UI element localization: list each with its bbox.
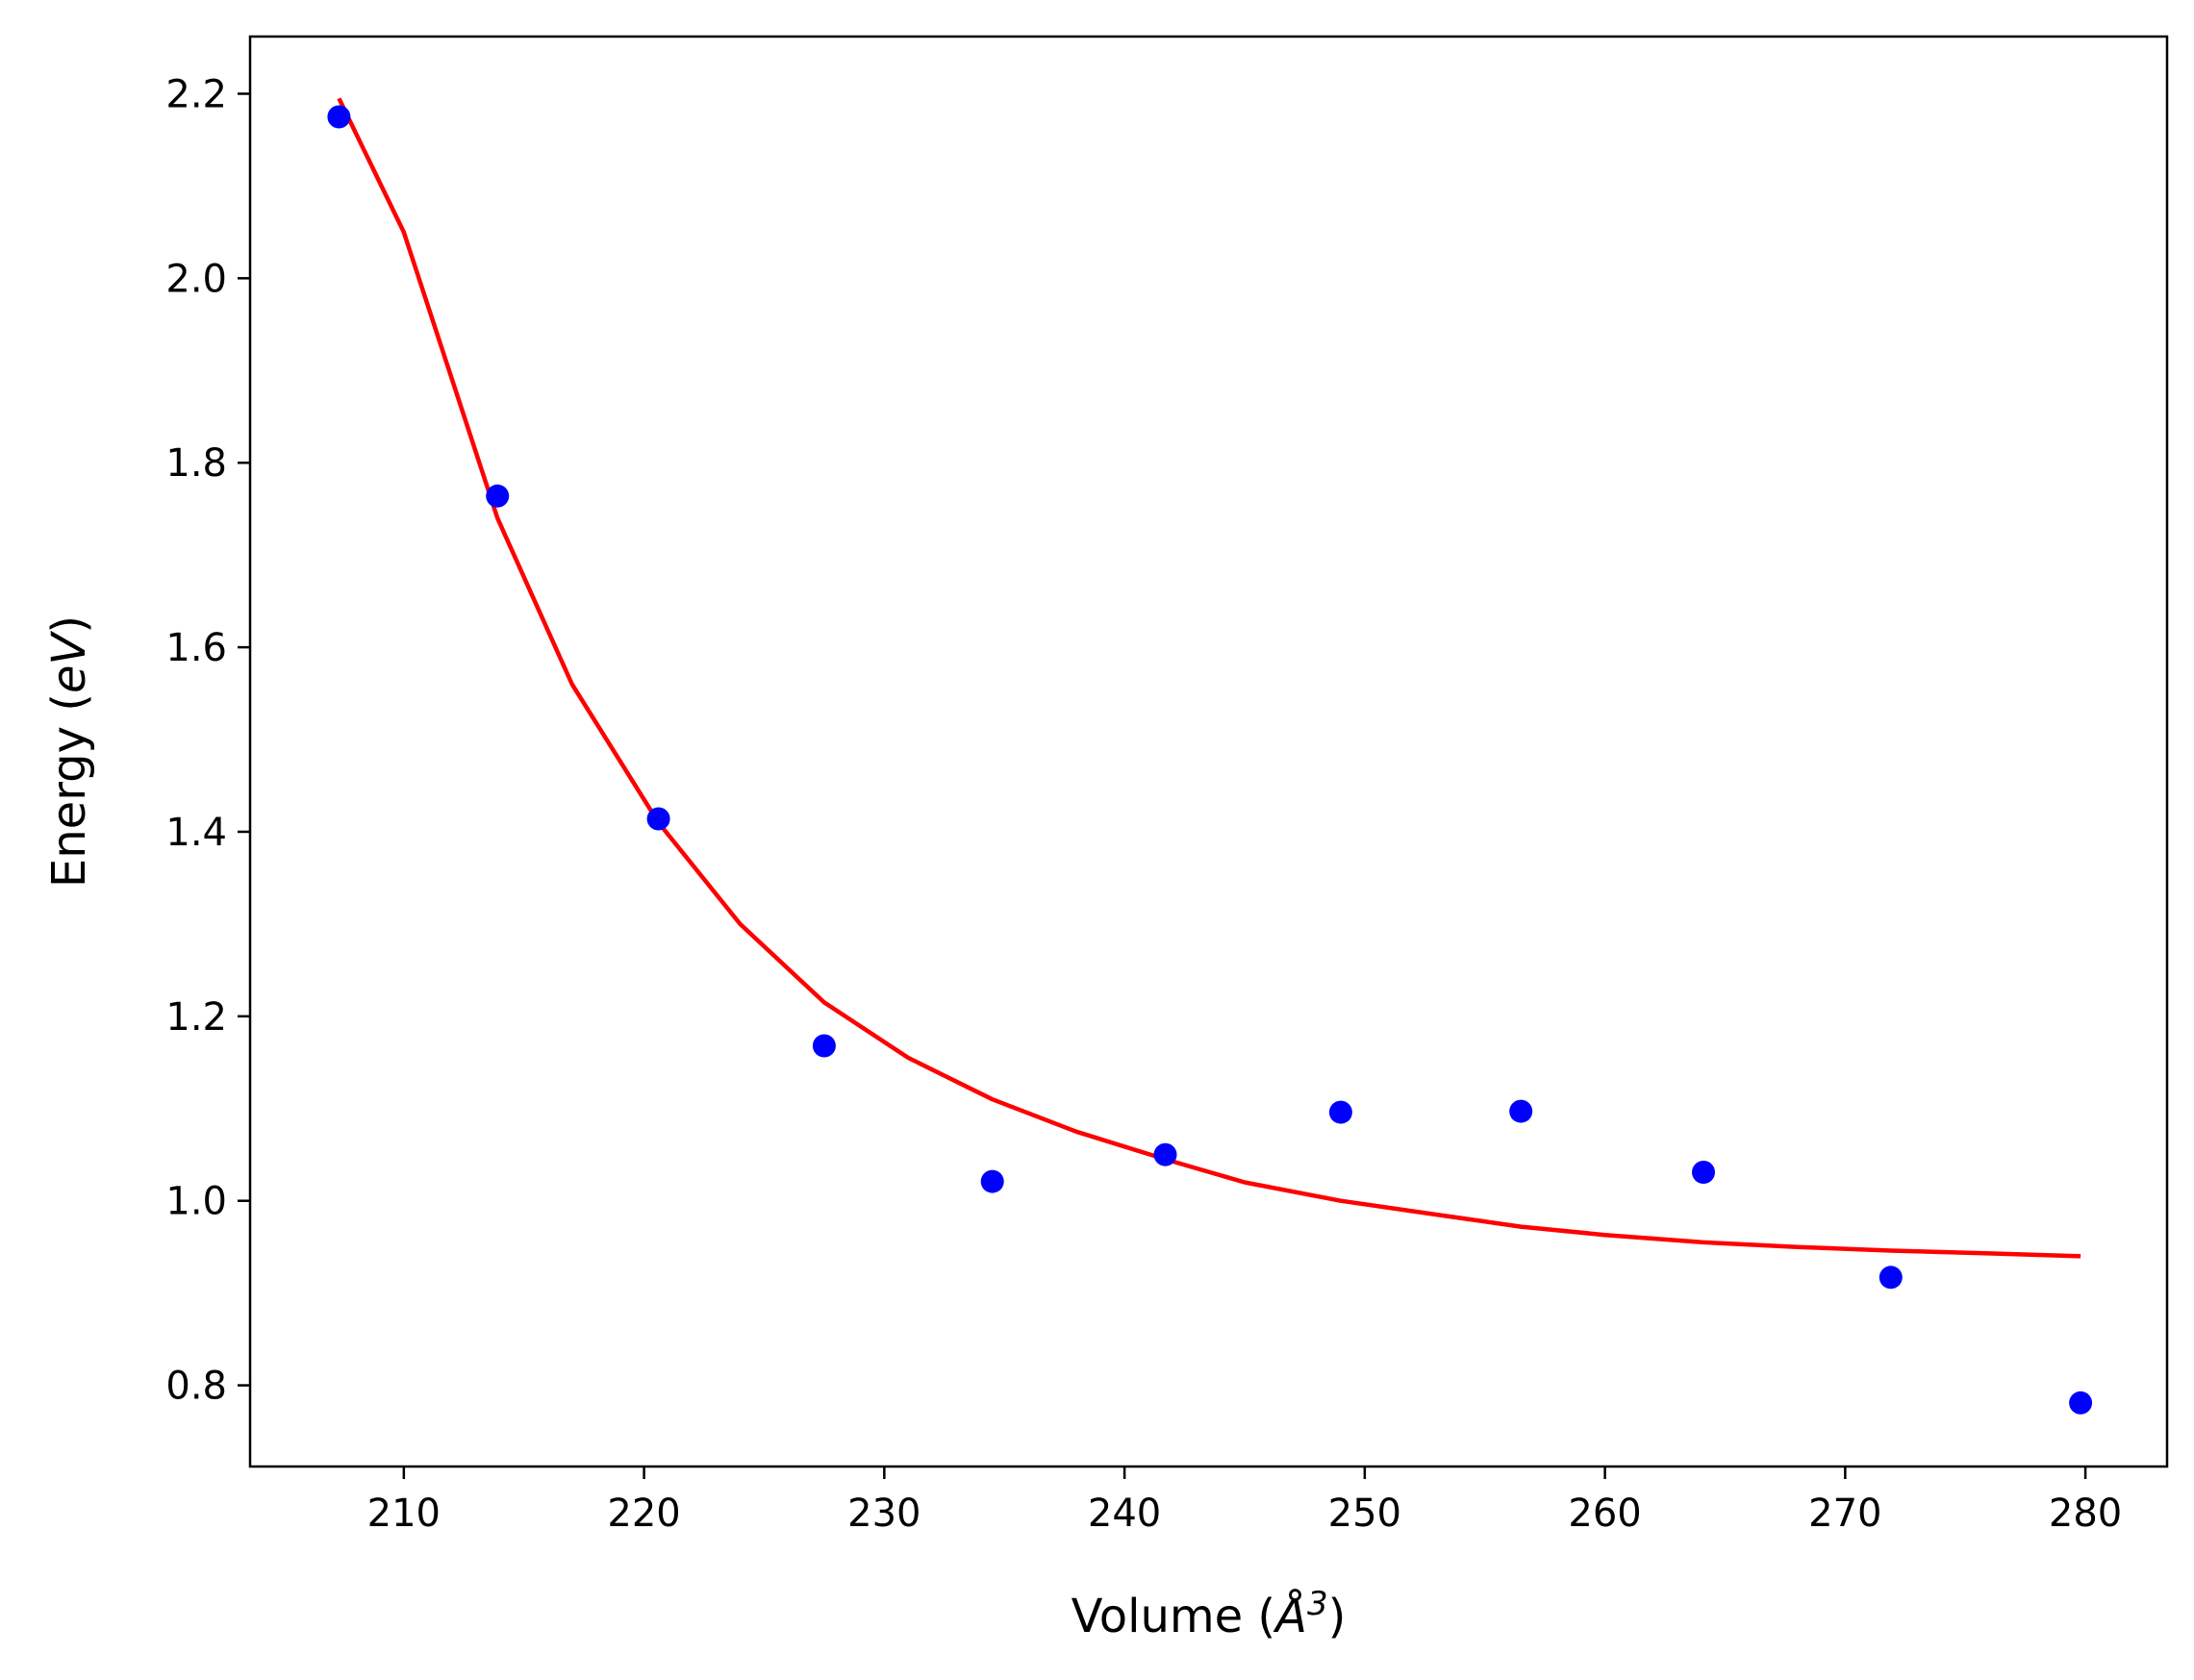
- data-point: [980, 1169, 1004, 1193]
- x-axis-title-superscript: 3: [1307, 1585, 1328, 1623]
- y-axis-title: Energy (eV): [42, 615, 96, 888]
- y-axis-title-suffix: ): [42, 615, 96, 634]
- y-tick-label: 2.0: [165, 257, 227, 301]
- x-tick-label: 210: [367, 1492, 441, 1536]
- y-tick-label: 1.4: [165, 811, 227, 855]
- x-axis-title: Volume (Å3): [1072, 1585, 1347, 1643]
- data-point: [646, 807, 670, 831]
- y-tick-label: 1.8: [165, 441, 227, 486]
- data-point: [812, 1034, 836, 1058]
- data-point: [327, 105, 351, 129]
- x-axis-title-suffix: ): [1328, 1590, 1347, 1643]
- data-points-layer: [327, 105, 2093, 1415]
- x-axis-title-symbol: Å: [1273, 1589, 1307, 1643]
- x-tick-label: 260: [1568, 1492, 1641, 1536]
- y-tick-label: 1.2: [165, 995, 227, 1040]
- y-axis-title-italic: eV: [42, 631, 96, 694]
- y-tick-label: 1.0: [165, 1180, 227, 1224]
- x-tick-label: 240: [1088, 1492, 1161, 1536]
- x-ticks: 210 220 230 240 250 260 270 280: [367, 1467, 2122, 1536]
- y-tick-label: 2.2: [165, 72, 227, 116]
- y-axis-title-prefix: Energy (: [42, 693, 96, 888]
- x-tick-label: 220: [607, 1492, 680, 1536]
- data-point: [1328, 1100, 1352, 1124]
- data-point: [1879, 1266, 1903, 1290]
- y-ticks: 0.8 1.0 1.2 1.4 1.6 1.8 2.0 2.2: [165, 72, 250, 1409]
- plot-frame: [248, 35, 2169, 1468]
- data-point: [486, 484, 510, 508]
- y-tick-label: 0.8: [165, 1365, 227, 1409]
- x-axis-title-prefix: Volume (: [1072, 1590, 1276, 1643]
- x-tick-label: 270: [1808, 1492, 1881, 1536]
- data-point: [1692, 1161, 1715, 1184]
- x-tick-label: 250: [1328, 1492, 1401, 1536]
- data-point: [1153, 1142, 1177, 1166]
- data-point: [1509, 1099, 1533, 1123]
- y-tick-label: 1.6: [165, 626, 227, 670]
- x-tick-label: 230: [847, 1492, 920, 1536]
- data-point: [2069, 1391, 2093, 1415]
- x-tick-label: 280: [2049, 1492, 2122, 1536]
